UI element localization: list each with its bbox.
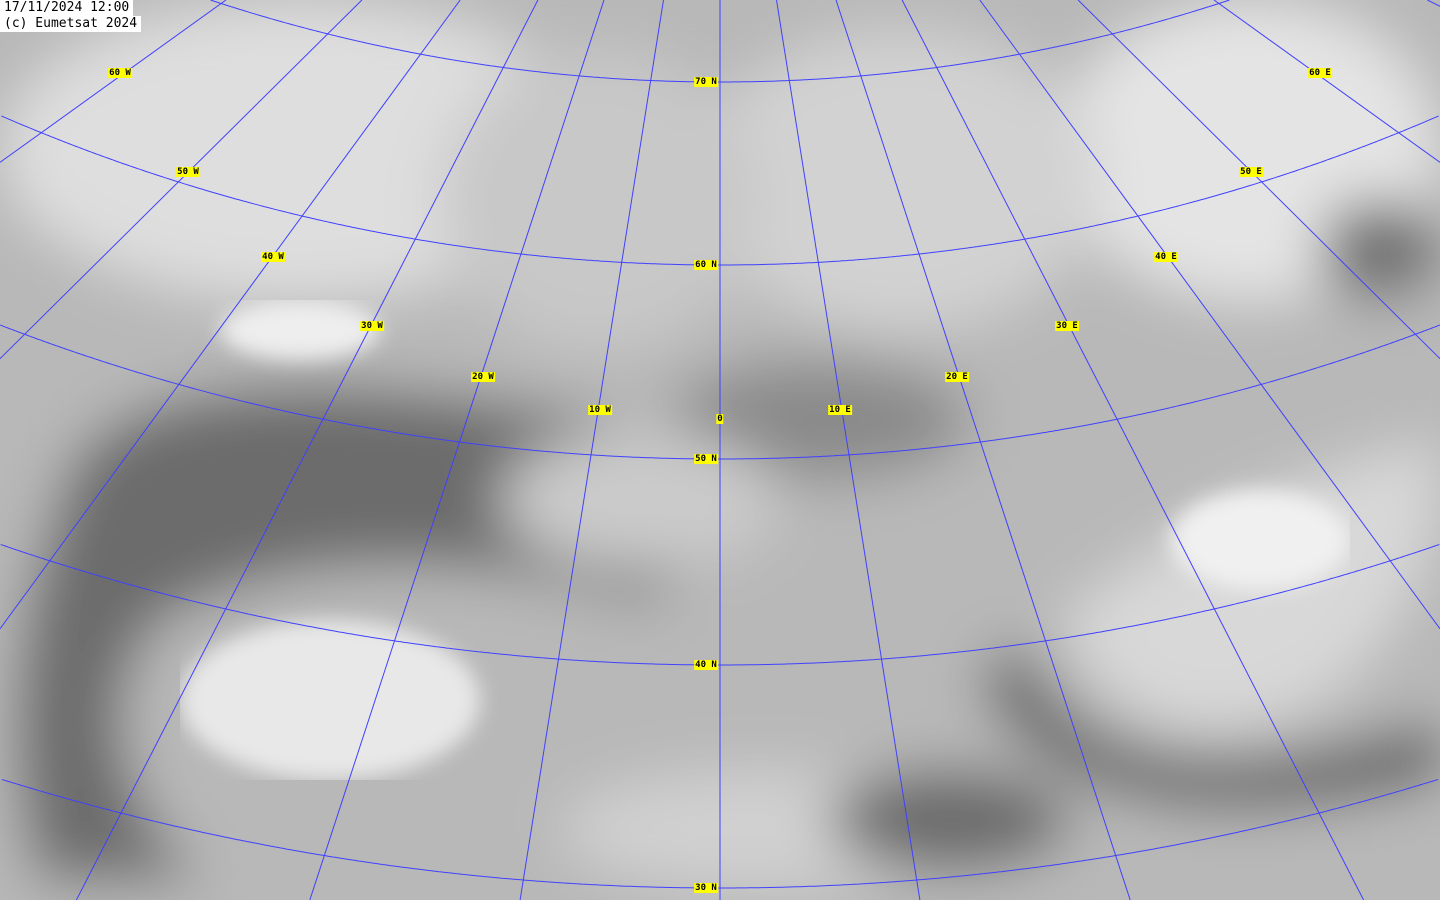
longitude-line [835, 0, 1131, 900]
longitude-line [1077, 0, 1440, 360]
longitude-line [75, 0, 539, 900]
longitude-line [519, 0, 664, 900]
lon-label-50w: 50 W [176, 167, 200, 177]
lon-label-30e: 30 E [1055, 321, 1079, 331]
lat-label-70n: 70 N [694, 77, 718, 87]
lon-label-0: 0 [716, 414, 724, 424]
longitude-line [0, 0, 461, 630]
longitude-line [0, 0, 363, 360]
lon-label-10w: 10 W [588, 405, 612, 415]
longitude-line [1213, 0, 1440, 163]
lon-label-20e: 20 E [945, 372, 969, 382]
longitude-line [1427, 0, 1440, 7]
lon-label-40e: 40 E [1154, 252, 1178, 262]
lon-label-10e: 10 E [828, 405, 852, 415]
longitude-line [901, 0, 1365, 900]
lon-label-40w: 40 W [261, 252, 285, 262]
lon-label-60e: 60 E [1308, 68, 1332, 78]
longitude-line [776, 0, 921, 900]
longitude-line [979, 0, 1440, 630]
lon-label-30w: 30 W [360, 321, 384, 331]
timestamp: 17/11/2024 12:00 [0, 0, 134, 16]
copyright: (c) Eumetsat 2024 [0, 16, 142, 32]
lat-label-30n: 30 N [694, 883, 718, 893]
lat-label-50n: 50 N [694, 454, 718, 464]
longitude-line [309, 0, 605, 900]
longitude-line [0, 0, 227, 163]
lat-label-40n: 40 N [694, 660, 718, 670]
lat-label-60n: 60 N [694, 260, 718, 270]
lon-label-20w: 20 W [471, 372, 495, 382]
lon-label-60w: 60 W [108, 68, 132, 78]
lon-label-50e: 50 E [1239, 167, 1263, 177]
